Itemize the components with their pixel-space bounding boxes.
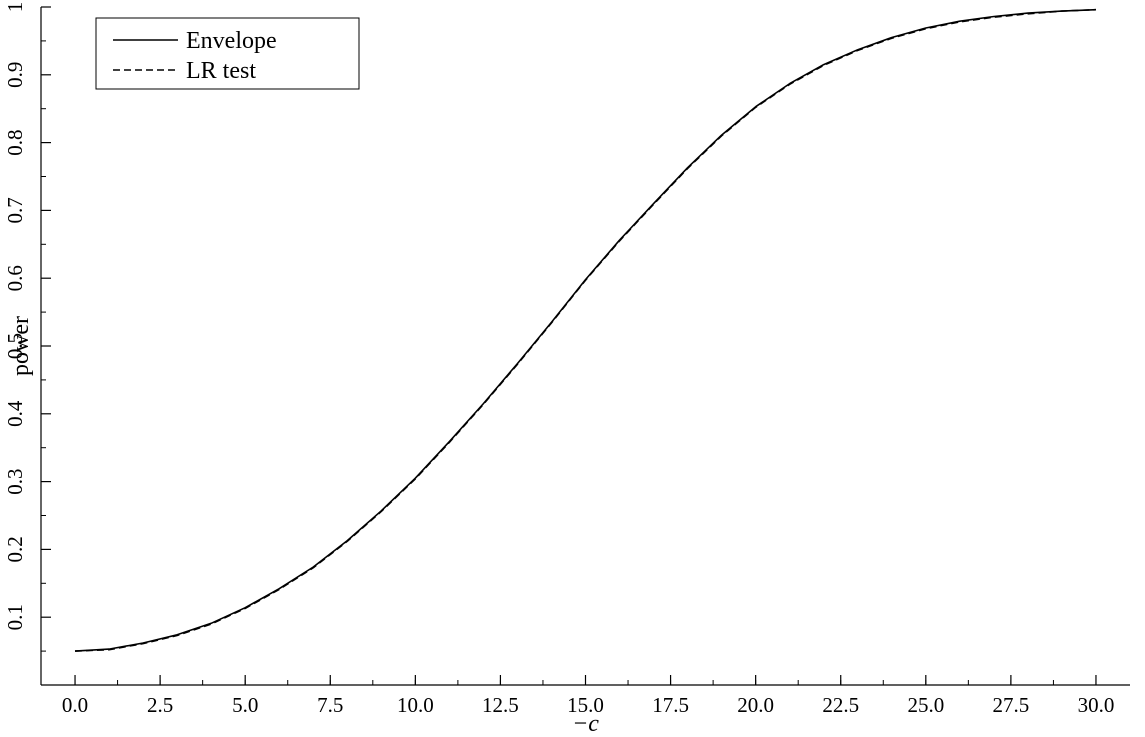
legend-box [95,17,360,90]
x-tick-label: 30.0 [1078,693,1115,717]
legend: Envelope LR test [95,17,360,90]
x-tick-label: 17.5 [652,693,689,717]
x-axis-title: −c [572,711,599,737]
y-tick-label: 0.8 [3,129,27,155]
x-tick-label: 15.0 [567,693,604,717]
x-tick-label: 22.5 [822,693,859,717]
y-tick-label: 1 [3,2,27,13]
y-tick-label: 0.6 [3,265,27,291]
y-tick-label: 0.2 [3,536,27,562]
axes: 0.10.20.30.40.50.60.70.80.910.0 2.5 5.0 7.5… [3,2,1130,717]
x-tick-label: 5.0 [232,693,258,717]
y-tick-label: 0.4 [3,400,27,427]
x-tick-label: 25.0 [907,693,944,717]
x-tick-label: 10.0 [397,693,434,717]
x-tick-label: 2.5 [147,693,173,717]
x-tick-label: 0.0 [62,693,88,717]
y-axis-title: power [8,316,34,376]
y-tick-label: 0.5 [3,333,27,359]
x-tick-label: 27.5 [993,693,1030,717]
legend-label: Envelope [186,28,277,54]
y-tick-label: 0.1 [3,604,27,630]
y-tick-label: 0.7 [3,197,27,223]
y-tick-label: 0.9 [3,62,27,88]
x-tick-label: 12.5 [482,693,519,717]
y-tick-label: 0.3 [3,468,27,494]
x-tick-label: 7.5 [317,693,343,717]
legend-label: LR test [186,58,256,84]
series-line-envelope [74,8,1097,652]
series-layer [74,8,1097,652]
series-line-lr-test [74,8,1097,652]
x-tick-label: 20.0 [737,693,774,717]
